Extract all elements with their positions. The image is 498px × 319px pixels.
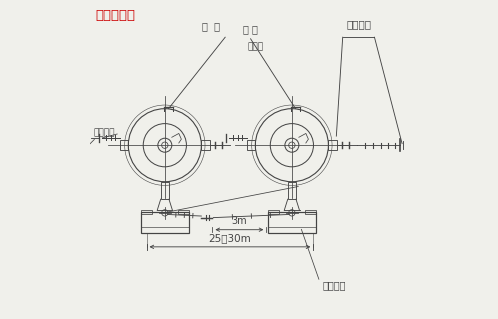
- Bar: [268, 212, 316, 233]
- Text: 拉绳开关: 拉绳开关: [93, 128, 115, 137]
- Bar: [305, 210, 316, 214]
- Bar: [247, 140, 255, 150]
- Bar: [268, 210, 279, 214]
- Bar: [328, 140, 337, 150]
- Bar: [141, 212, 189, 233]
- Text: 钢丝绳: 钢丝绳: [248, 42, 263, 51]
- Text: 3m: 3m: [232, 216, 247, 226]
- Bar: [288, 182, 296, 199]
- Bar: [178, 210, 189, 214]
- Text: 托 环: 托 环: [243, 24, 258, 34]
- Bar: [161, 182, 169, 199]
- Bar: [120, 140, 128, 150]
- Bar: [141, 210, 152, 214]
- Text: 25～30m: 25～30m: [209, 233, 251, 243]
- Text: 安装支架: 安装支架: [322, 280, 346, 290]
- Text: 外形尺寸图: 外形尺寸图: [95, 9, 135, 22]
- Text: 调整螺栓: 调整螺栓: [346, 19, 371, 29]
- Bar: [201, 140, 210, 150]
- Text: 扎  关: 扎 关: [202, 21, 220, 31]
